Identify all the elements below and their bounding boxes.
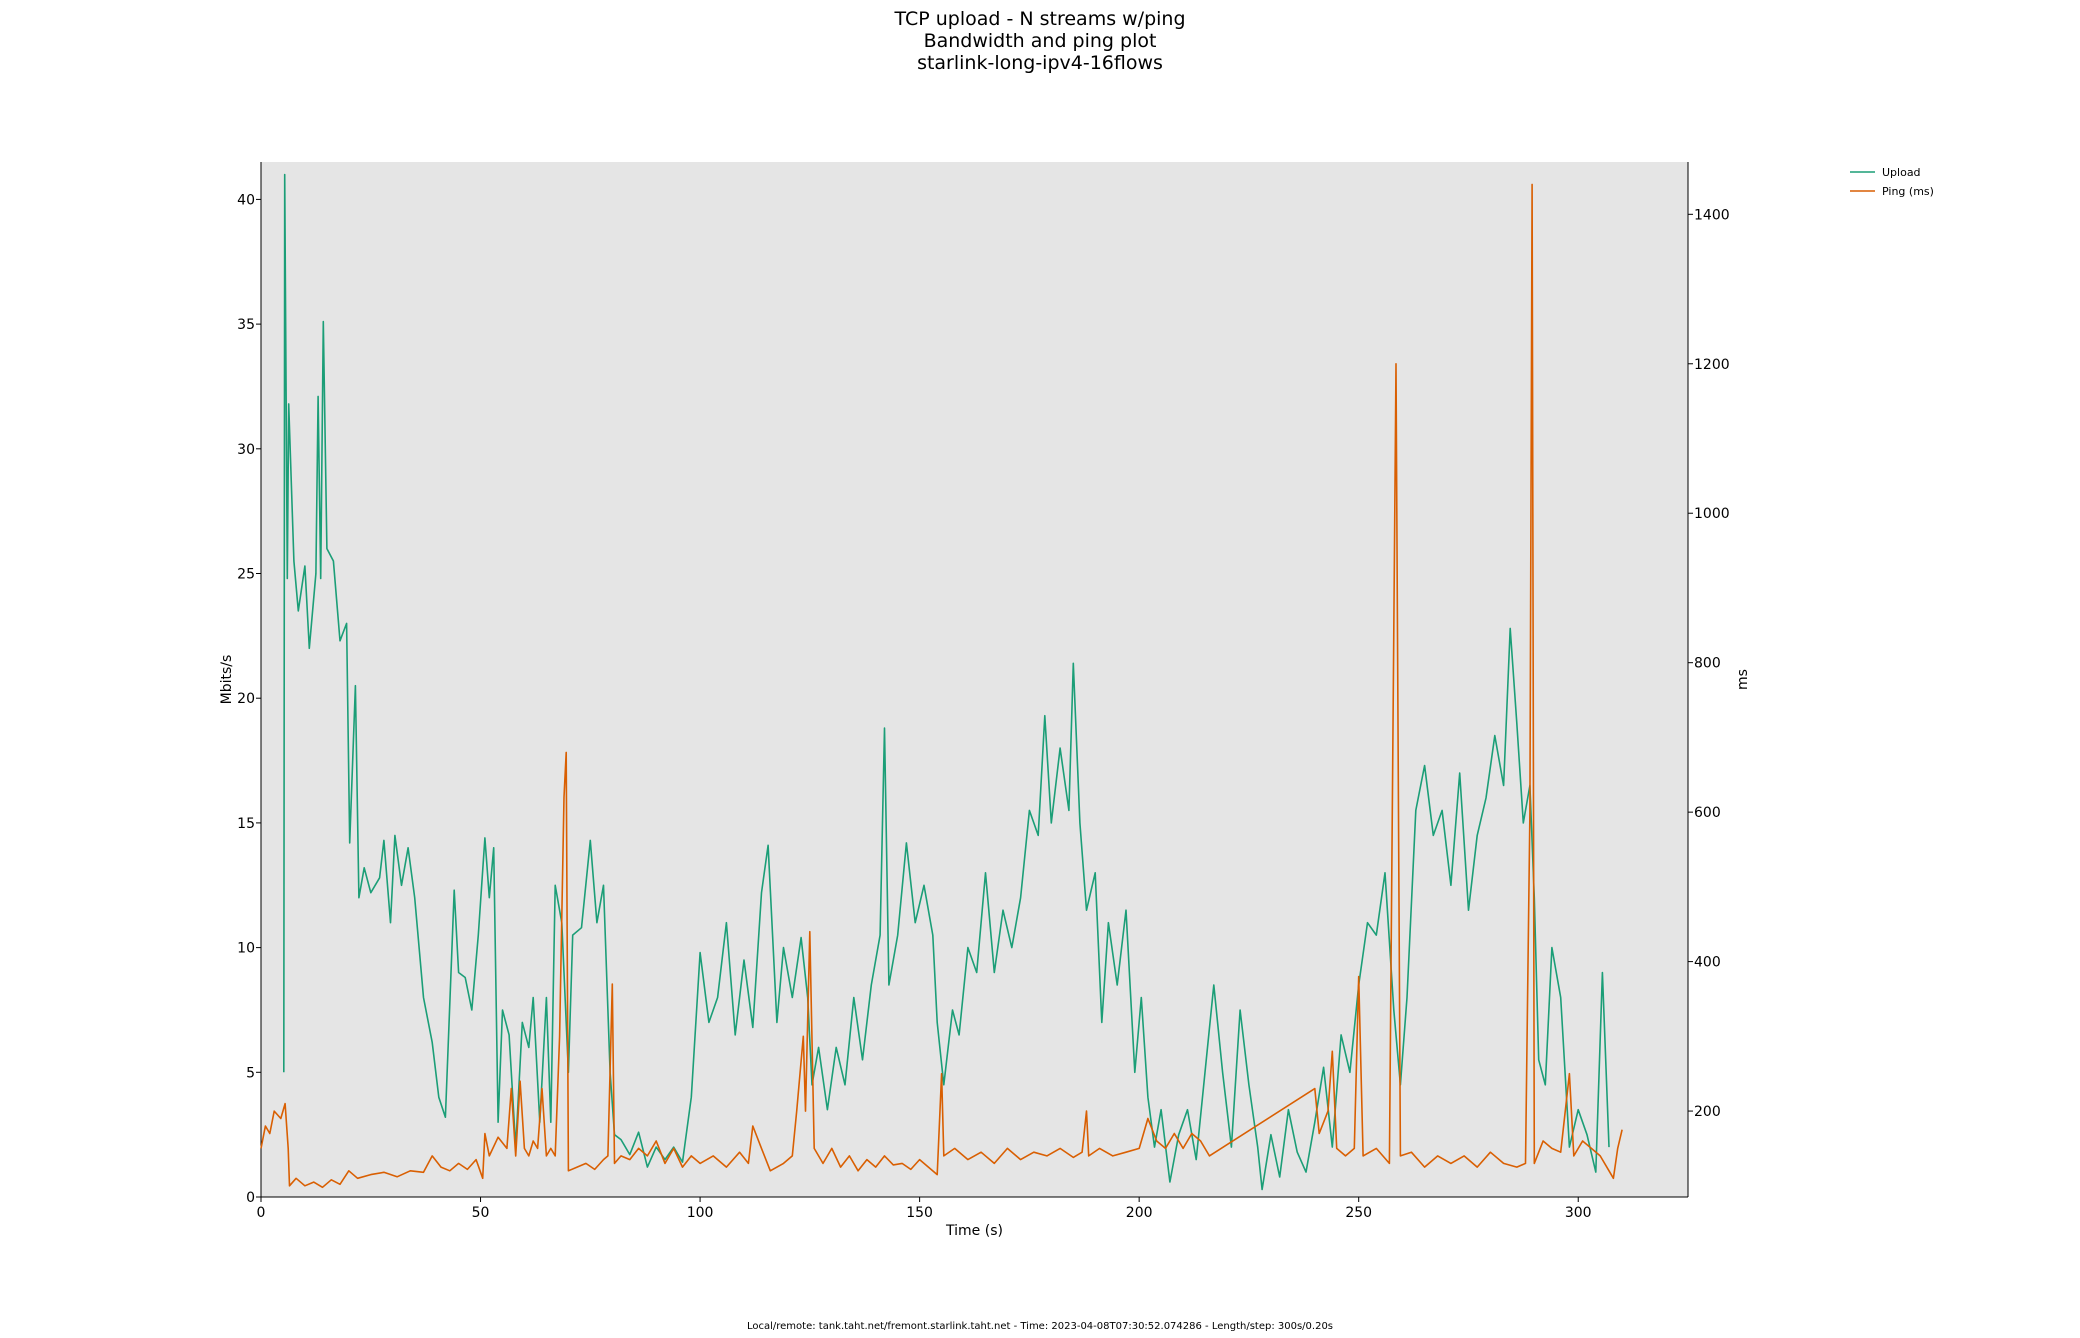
- left-y-axis-label: Mbits/s: [219, 655, 235, 705]
- x-tick-label: 250: [1345, 1205, 1372, 1221]
- axes: [260, 162, 1689, 1198]
- x-tick-label: 300: [1565, 1205, 1592, 1221]
- x-tick-label: 0: [257, 1205, 266, 1221]
- series-layer: [260, 173, 1623, 1191]
- left-y-tick-label: 5: [246, 1065, 255, 1081]
- right-y-tick-label: 1400: [1694, 207, 1730, 223]
- x-tick-label: 100: [687, 1205, 714, 1221]
- right-y-tick-label: 1000: [1694, 506, 1730, 522]
- legend: Upload Ping (ms): [1850, 166, 1934, 198]
- x-tick-label: 50: [472, 1205, 490, 1221]
- right-y-axis-ticks: 200 400 600 800 1000 1200 1400: [1688, 207, 1730, 1120]
- right-y-tick-label: 400: [1694, 955, 1721, 971]
- left-y-tick-label: 20: [237, 691, 255, 707]
- x-tick-label: 200: [1126, 1205, 1153, 1221]
- legend-label-ping: Ping (ms): [1882, 185, 1934, 198]
- footer-metadata: Local/remote: tank.taht.net/fremont.star…: [746, 1321, 1334, 1332]
- chart-subtitle: Bandwidth and ping plot: [923, 30, 1157, 52]
- chart-dataset-name: starlink-long-ipv4-16flows: [917, 52, 1163, 74]
- series-line-upload: [283, 173, 1610, 1191]
- right-y-tick-label: 800: [1694, 656, 1721, 672]
- left-y-tick-label: 0: [246, 1190, 255, 1206]
- left-y-tick-label: 25: [237, 567, 255, 583]
- series-line-ping-ms: [260, 183, 1623, 1189]
- chart-title: TCP upload - N streams w/ping: [894, 8, 1186, 30]
- x-axis-label: Time (s): [945, 1223, 1003, 1239]
- chart-title-block: TCP upload - N streams w/ping Bandwidth …: [0, 8, 2080, 74]
- x-tick-label: 150: [906, 1205, 933, 1221]
- right-y-tick-label: 600: [1694, 805, 1721, 821]
- left-y-tick-label: 35: [237, 317, 255, 333]
- x-axis-ticks: 0 50 100 150 200 250 300: [257, 1197, 1592, 1221]
- left-y-tick-label: 30: [237, 442, 255, 458]
- plot-area: [261, 162, 1688, 1197]
- left-y-tick-label: 10: [237, 941, 255, 957]
- right-y-tick-label: 1200: [1694, 357, 1730, 373]
- right-y-axis-label: ms: [1735, 669, 1751, 690]
- left-y-tick-label: 15: [237, 816, 255, 832]
- right-y-tick-label: 200: [1694, 1104, 1721, 1120]
- left-y-tick-label: 40: [237, 192, 255, 208]
- left-y-axis-ticks: 0 5 10 15 20 25 30 35 40: [237, 192, 261, 1206]
- legend-label-upload: Upload: [1882, 166, 1921, 179]
